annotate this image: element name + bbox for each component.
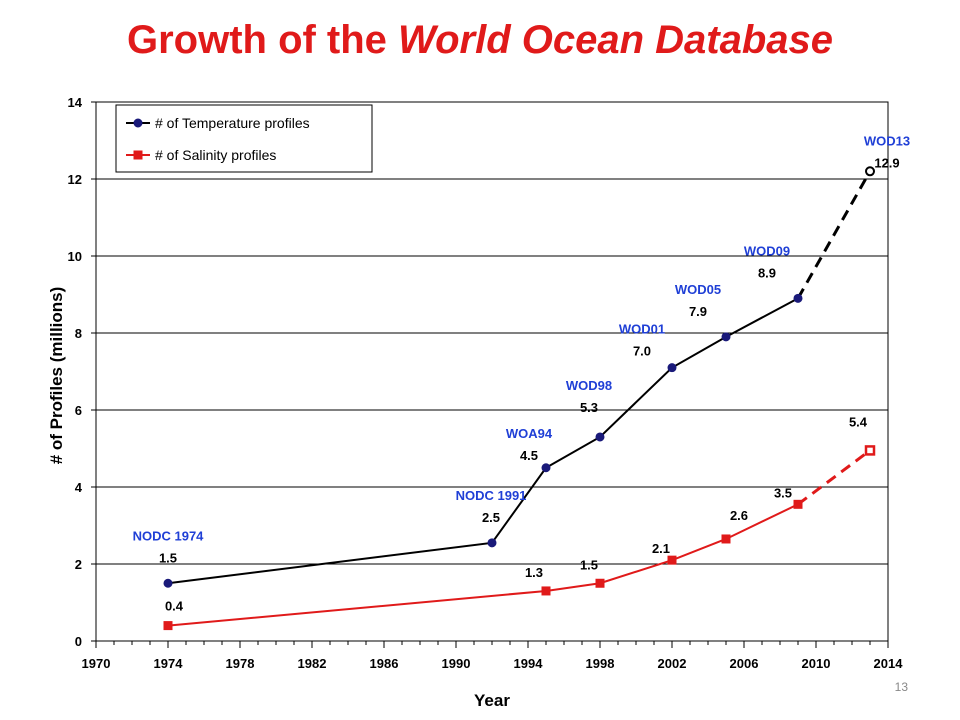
salinity-point — [793, 499, 803, 509]
x-tick-label: 1970 — [82, 656, 111, 671]
legend-salinity-label: # of Salinity profiles — [155, 147, 276, 163]
salinity-value-label: 0.4 — [165, 599, 184, 614]
x-tick-label: 1986 — [370, 656, 399, 671]
temperature-point — [595, 432, 605, 442]
series-projection-line-1 — [797, 449, 871, 506]
legend-salinity-marker — [133, 150, 143, 160]
release-name-label: NODC 1974 — [133, 528, 205, 543]
temperature-value-label: 1.5 — [159, 550, 177, 565]
x-tick-label: 1990 — [442, 656, 471, 671]
x-tick-label: 1982 — [298, 656, 327, 671]
x-tick-label: 1994 — [514, 656, 544, 671]
slide-number: 13 — [894, 680, 908, 694]
temperature-value-label: 7.0 — [633, 344, 651, 359]
x-tick-label: 1974 — [154, 656, 184, 671]
temperature-point — [793, 293, 803, 303]
release-name-label: WOD98 — [566, 378, 612, 393]
grid — [95, 101, 889, 642]
x-tick-label: 1998 — [586, 656, 615, 671]
x-tick-label: 2014 — [874, 656, 904, 671]
title-emphasis: World Ocean Database — [398, 18, 834, 62]
release-name-label: WOD13 — [864, 133, 910, 148]
slide-title: Growth of the World Ocean Database — [0, 18, 960, 63]
salinity-point — [721, 534, 731, 544]
legend: # of Temperature profiles # of Salinity p… — [115, 104, 373, 173]
temperature-value-label: 12.9 — [874, 155, 899, 170]
temperature-value-label: 7.9 — [689, 304, 707, 319]
legend-box — [115, 104, 373, 173]
x-tick-label: 2010 — [802, 656, 831, 671]
axes: 0 2 4 6 8 10 12 14 1970 1974 1978 1982 1986 1990 1994 1… — [47, 95, 903, 710]
temperature-point — [163, 578, 173, 588]
plot-area-border — [95, 101, 889, 642]
temperature-point — [487, 538, 497, 548]
release-name-label: NODC 1991 — [456, 488, 527, 503]
x-tick-label: 1978 — [226, 656, 255, 671]
salinity-point — [541, 586, 551, 596]
y-tick-label: 12 — [68, 172, 82, 187]
salinity-value-label: 2.1 — [652, 541, 670, 556]
x-tick-label: 2006 — [730, 656, 759, 671]
y-tick-label: 2 — [75, 557, 82, 572]
salinity-value-label: 5.4 — [849, 414, 868, 429]
y-tick-label: 10 — [68, 249, 82, 264]
temperature-value-label: 2.5 — [482, 510, 500, 525]
x-tick-label: 2002 — [658, 656, 687, 671]
release-name-label: WOD01 — [619, 322, 665, 337]
temperature-value-label: 8.9 — [758, 265, 776, 280]
y-tick-label: 8 — [75, 326, 82, 341]
release-name-label: WOA94 — [506, 426, 553, 441]
y-tick-label: 6 — [75, 403, 82, 418]
salinity-value-label: 2.6 — [730, 508, 748, 523]
salinity-point — [163, 621, 173, 631]
temperature-point — [865, 166, 875, 177]
y-tick-label: 4 — [75, 480, 83, 495]
salinity-value-label: 1.5 — [580, 557, 598, 572]
salinity-point — [667, 555, 677, 565]
series-line-0 — [167, 297, 799, 585]
temperature-point — [667, 363, 677, 373]
legend-temperature-label: # of Temperature profiles — [155, 115, 310, 131]
temperature-point — [721, 332, 731, 342]
release-name-label: WOD09 — [744, 243, 790, 258]
salinity-value-label: 1.3 — [525, 565, 543, 580]
temperature-point — [541, 463, 551, 473]
series-projection-line-0 — [796, 170, 872, 300]
salinity-point — [864, 445, 876, 456]
y-tick-label: 0 — [75, 634, 82, 649]
salinity-value-label: 3.5 — [774, 485, 792, 500]
title-prefix: Growth of the — [126, 18, 399, 62]
y-axis-title: # of Profiles (millions) — [47, 287, 66, 465]
release-name-label: WOD05 — [675, 282, 721, 297]
temperature-value-label: 5.3 — [580, 400, 598, 415]
x-axis-title: Year — [474, 691, 510, 710]
temperature-value-label: 4.5 — [520, 448, 538, 463]
series-line-1 — [167, 503, 799, 627]
legend-temperature-marker — [133, 118, 143, 128]
data-labels: NODC 1974 1.5 NODC 1991 2.5 WOA94 4.5 WOD98 5.3… — [133, 133, 911, 613]
salinity-point — [595, 578, 605, 588]
y-tick-label: 14 — [68, 95, 83, 110]
series-layer — [163, 166, 876, 631]
